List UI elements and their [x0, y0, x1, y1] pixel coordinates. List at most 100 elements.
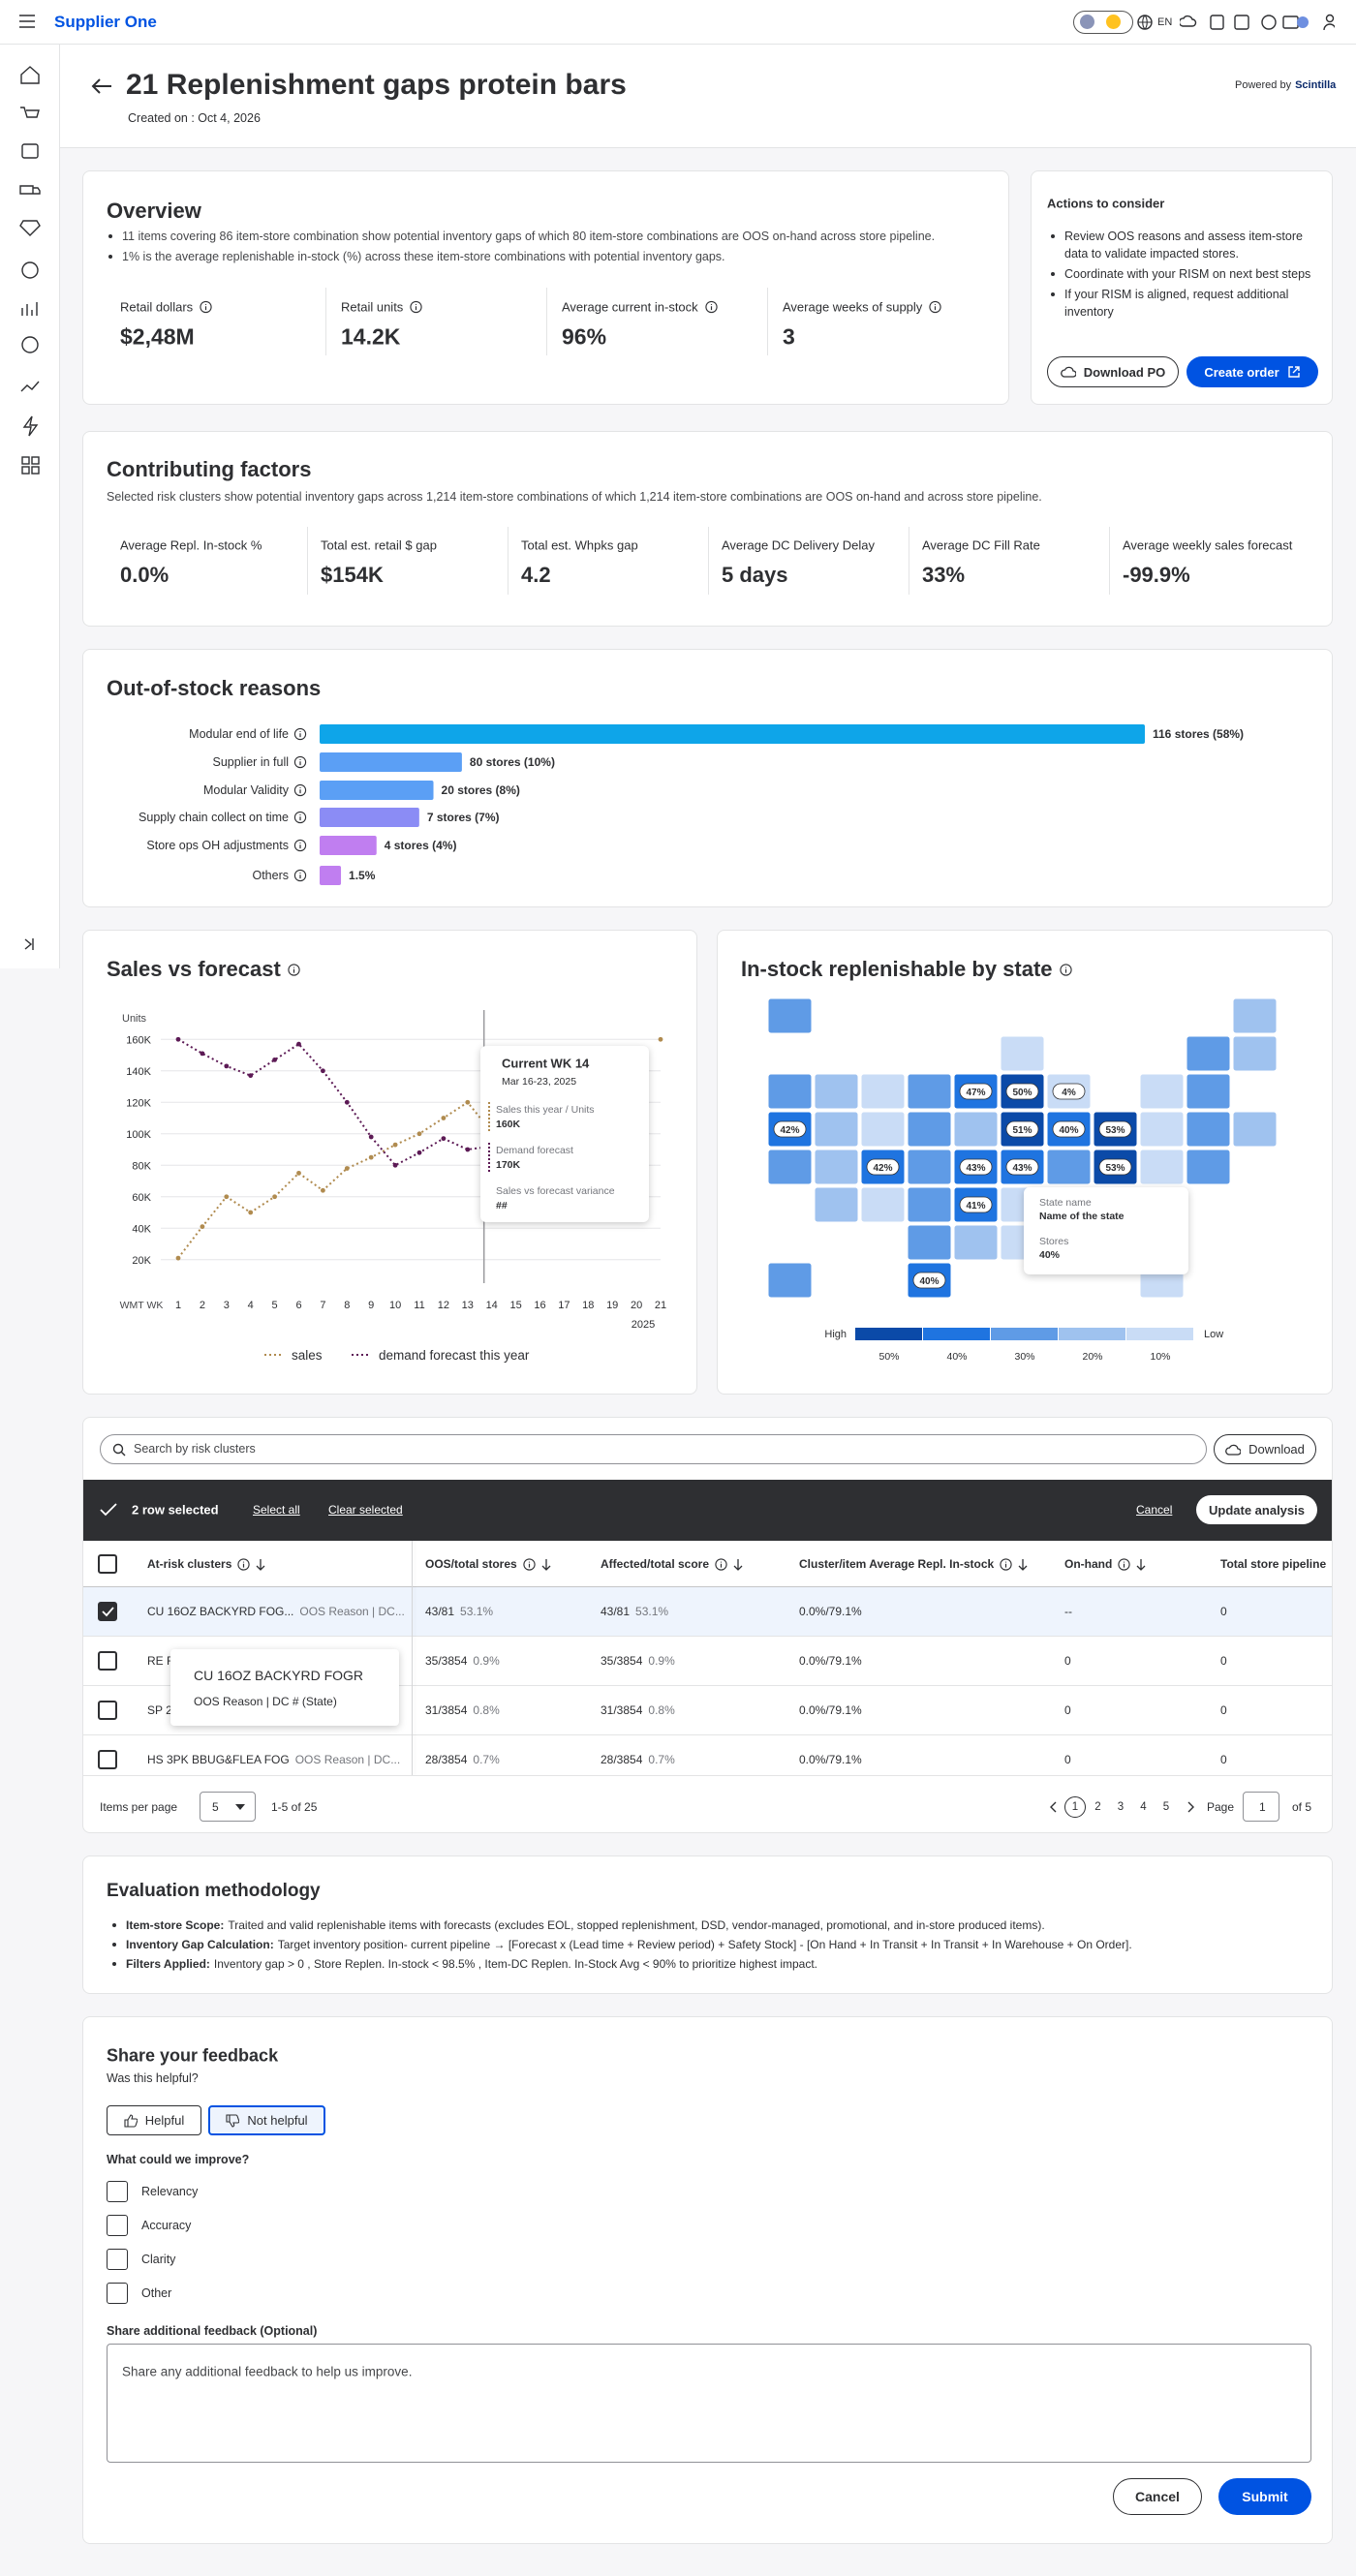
download-button[interactable]: Download [1214, 1434, 1316, 1464]
select-all[interactable]: Select all [253, 1503, 300, 1517]
row-checkbox[interactable] [98, 1750, 117, 1769]
category-label: Modular end of life [189, 727, 289, 741]
info-icon [1000, 1557, 1012, 1571]
bullet-list: Review OOS reasons and assess item-store… [1049, 228, 1320, 323]
series-point [465, 1147, 471, 1152]
column-header[interactable]: Cluster/item Average Repl. In-stock [799, 1557, 1028, 1571]
option-checkbox[interactable] [107, 2249, 128, 2270]
create-order-button[interactable]: Create order [1186, 356, 1318, 387]
back-arrow[interactable] [91, 77, 112, 95]
state-tile [953, 1224, 999, 1261]
legend-high: High [824, 1329, 847, 1340]
update-analysis-button[interactable]: Update analysis [1196, 1495, 1317, 1524]
bar [320, 808, 419, 827]
globe-icon[interactable] [1137, 15, 1153, 30]
value-pill [1005, 1158, 1039, 1176]
divider [767, 288, 768, 355]
x-tick-label: 10 [389, 1300, 401, 1311]
column-header[interactable]: Affected/total score [601, 1557, 743, 1571]
clear-selected[interactable]: Clear selected [328, 1503, 403, 1517]
cloud [1060, 366, 1076, 378]
page-input[interactable]: 1 [1243, 1792, 1279, 1822]
chevron [1187, 1801, 1194, 1813]
language[interactable]: EN [1157, 16, 1173, 28]
download-po-button[interactable]: Download PO [1047, 356, 1179, 387]
value-label: 43% [966, 1163, 985, 1174]
divider [307, 527, 308, 595]
column-header[interactable]: OOS/total stores [425, 1557, 551, 1571]
menu-icon[interactable] [19, 15, 35, 28]
option-checkbox[interactable] [107, 2181, 128, 2202]
page-number[interactable]: 3 [1117, 1801, 1125, 1813]
series-point [224, 1194, 230, 1200]
cloud [1225, 1444, 1242, 1456]
page-number[interactable]: 1 [1064, 1796, 1086, 1818]
column-header: Total store pipeline [1220, 1557, 1326, 1571]
option-checkbox[interactable] [107, 2283, 128, 2304]
series-point [200, 1051, 205, 1057]
bullet-text: Traited and valid replenishable items wi… [228, 1918, 1045, 1932]
y-tick-label: 120K [126, 1097, 151, 1109]
series-point [344, 1099, 350, 1105]
not-helpful-button[interactable]: Not helpful [208, 2105, 325, 2135]
search-box[interactable]: Search by risk clusters [100, 1434, 1207, 1464]
state-tile [1232, 1035, 1278, 1072]
row-checkbox[interactable] [98, 1602, 117, 1621]
info-ring [1118, 1557, 1130, 1571]
series-point [392, 1142, 398, 1148]
feedback-textarea[interactable]: Share any additional feedback to help us… [107, 2344, 1311, 2463]
option-checkbox[interactable] [107, 2215, 128, 2236]
x-tick-label: 5 [272, 1300, 278, 1311]
items-per-page-select[interactable]: 5 [200, 1792, 256, 1822]
sort-icon [1018, 1558, 1028, 1571]
table-cell: 43/81 53.1% [601, 1605, 668, 1618]
submit-button[interactable]: Submit [1218, 2478, 1311, 2515]
evaluation-card: Evaluation methodology Item-store Scope: T… [82, 1855, 1333, 1994]
page-number[interactable]: 4 [1140, 1801, 1147, 1813]
value-pill [1098, 1120, 1132, 1138]
actions-card: Actions to consider Review OOS reasons an… [1031, 170, 1333, 405]
row-checkbox[interactable] [98, 1701, 117, 1720]
x-tick-label: 21 [655, 1300, 666, 1311]
column-header-text: Cluster/item Average Repl. In-stock [799, 1557, 995, 1571]
line-chart: Units 20K 40K 60K 80K 100K 120K 140K 160K WMT WK 1… [120, 1010, 666, 1363]
metric-value: 14.2K [341, 323, 401, 350]
flag-pill[interactable] [1073, 11, 1133, 34]
x-tick-label: 3 [224, 1300, 230, 1311]
header-checkbox[interactable] [98, 1554, 117, 1574]
page-chevron [1050, 1801, 1057, 1813]
cluster-name: CU 16OZ BACKYRD FOG... [147, 1605, 294, 1618]
button-label: Create order [1204, 364, 1279, 380]
page-number[interactable]: 2 [1094, 1801, 1101, 1813]
cancel-link[interactable]: Cancel [1136, 1503, 1173, 1517]
column-header[interactable]: At-risk clusters [147, 1557, 265, 1571]
thumb [226, 2113, 240, 2128]
metric-label: Average current in-stock [562, 300, 718, 315]
sidebar-icons[interactable] [19, 64, 41, 974]
cell-value: 0 [1220, 1703, 1227, 1717]
overview-card: Overview 11 items covering 86 item-store … [82, 170, 1009, 405]
column-header[interactable]: On-hand [1064, 1557, 1146, 1571]
bullet-lead: Filters Applied: [126, 1957, 210, 1971]
x-tick-label: 8 [344, 1300, 350, 1311]
state-tile [953, 1111, 999, 1148]
row-checkbox[interactable] [98, 1651, 117, 1671]
cancel-button[interactable]: Cancel [1113, 2478, 1202, 2515]
value-pill [1005, 1083, 1039, 1100]
value-label: 80 stores (10%) [470, 755, 555, 769]
category-label: Supply chain collect on time [139, 811, 289, 824]
toolbar-icons[interactable] [1180, 13, 1335, 32]
table-cell: 0 [1064, 1654, 1071, 1668]
brand[interactable]: Supplier One [54, 13, 157, 31]
range-label: 1-5 of 25 [271, 1800, 318, 1814]
value-pill [773, 1120, 807, 1138]
state-tile [1186, 1073, 1231, 1110]
tooltip-title: Current WK 14 [502, 1056, 590, 1071]
series-point [416, 1150, 422, 1155]
table-cell: 0 [1064, 1703, 1071, 1717]
page-number[interactable]: 5 [1162, 1801, 1170, 1813]
info-ring [293, 755, 307, 769]
helpful-button[interactable]: Helpful [107, 2105, 201, 2135]
x-tick-label: 16 [534, 1300, 545, 1311]
